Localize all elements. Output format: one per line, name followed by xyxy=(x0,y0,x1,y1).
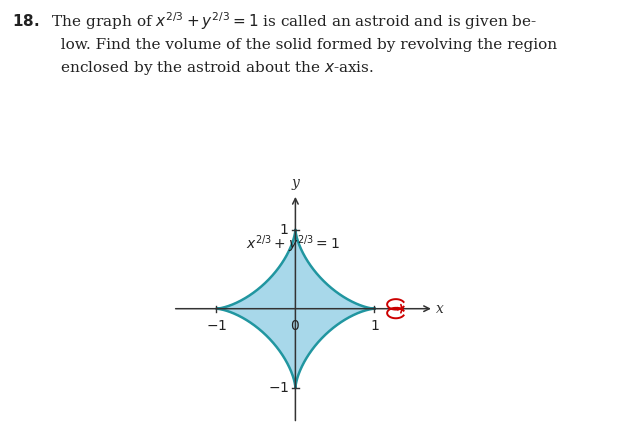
Text: $-1$: $-1$ xyxy=(268,381,289,395)
Text: $-1$: $-1$ xyxy=(206,319,227,333)
Text: $1$: $1$ xyxy=(279,223,289,237)
Text: x: x xyxy=(436,302,444,316)
Text: $0$: $0$ xyxy=(290,319,300,333)
Text: $\mathbf{18.}$  The graph of $x^{2/3} + y^{2/3} = 1$ is called an astroid and is: $\mathbf{18.}$ The graph of $x^{2/3} + y… xyxy=(12,10,558,77)
Text: y: y xyxy=(292,176,300,190)
Text: $x^{2/3} + y^{2/3} = 1$: $x^{2/3} + y^{2/3} = 1$ xyxy=(246,234,340,255)
Text: $1$: $1$ xyxy=(370,319,379,333)
Polygon shape xyxy=(216,230,374,388)
